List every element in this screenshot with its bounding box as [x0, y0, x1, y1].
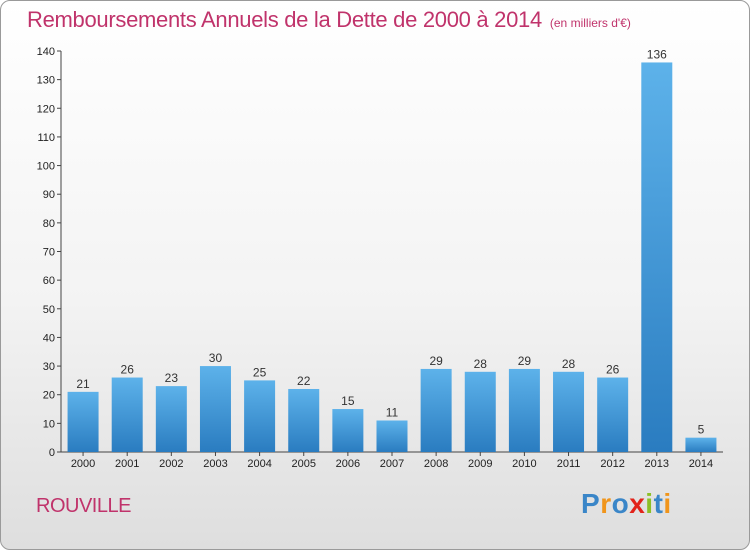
x-tick-label: 2013	[645, 458, 669, 470]
y-tick-label: 0	[49, 447, 55, 459]
y-tick-label: 60	[43, 275, 55, 287]
y-tick-label: 120	[37, 103, 55, 115]
bar-value-label: 26	[121, 363, 135, 377]
chart-unit: (en milliers d'€)	[549, 16, 631, 30]
y-tick-label: 130	[37, 75, 55, 87]
y-tick-label: 140	[37, 46, 55, 58]
y-tick-label: 50	[43, 304, 55, 316]
bar	[199, 366, 231, 452]
bar	[155, 386, 187, 452]
x-tick-label: 2002	[159, 458, 183, 470]
x-tick-label: 2003	[203, 458, 227, 470]
logo-letter: i	[645, 488, 654, 519]
y-tick-label: 70	[43, 247, 55, 259]
y-tick-label: 20	[43, 390, 55, 402]
bar-value-label: 26	[606, 363, 620, 377]
bar-value-label: 136	[647, 47, 667, 61]
bar-value-label: 25	[253, 365, 267, 379]
x-tick-label: 2006	[336, 458, 360, 470]
bar	[111, 377, 143, 452]
x-tick-label: 2014	[689, 458, 713, 470]
bar	[685, 437, 717, 452]
bar-value-label: 15	[341, 394, 355, 408]
bar	[67, 391, 99, 452]
x-tick-label: 2009	[468, 458, 492, 470]
x-tick-label: 2012	[600, 458, 624, 470]
chart-title: Remboursements Annuels de la Dette de 20…	[27, 7, 631, 33]
x-tick-label: 2005	[291, 458, 315, 470]
y-tick-label: 10	[43, 418, 55, 430]
bar-value-label: 23	[165, 371, 179, 385]
logo-letter: x	[629, 488, 646, 519]
bar	[508, 368, 540, 452]
bar-value-label: 30	[209, 351, 223, 365]
x-tick-label: 2008	[424, 458, 448, 470]
bar	[641, 62, 673, 452]
bar	[553, 371, 585, 452]
chart-bars: 21 26 23 30 25 22 15 11 29 28 29 28 26 136 5	[67, 47, 717, 452]
y-tick-label: 90	[43, 189, 55, 201]
bar-value-label: 29	[429, 354, 443, 368]
bar	[376, 420, 408, 452]
y-tick-label: 110	[37, 132, 55, 144]
proxiti-logo[interactable]: Proxiti	[581, 488, 672, 520]
bar	[597, 377, 629, 452]
bar	[332, 409, 364, 452]
bar	[288, 388, 320, 452]
logo-letter: r	[600, 488, 612, 519]
x-tick-label: 2000	[71, 458, 95, 470]
bar-value-label: 21	[76, 377, 90, 391]
logo-letter: o	[611, 488, 630, 519]
bar	[244, 380, 276, 452]
bar	[420, 368, 452, 452]
y-tick-label: 80	[43, 218, 55, 230]
chart-axes: 0 10 20 30 40 50 60 70 80 90 100 110 120 130 140 2000 20…	[37, 46, 723, 470]
chart-title-text: Remboursements Annuels de la Dette de 20…	[27, 7, 542, 32]
y-tick-label: 100	[37, 161, 55, 173]
bar-value-label: 28	[474, 357, 488, 371]
bar-value-label: 5	[698, 423, 705, 437]
x-tick-label: 2007	[380, 458, 404, 470]
bar	[464, 371, 496, 452]
logo-letter: t	[653, 488, 664, 519]
x-tick-label: 2001	[115, 458, 139, 470]
bar-value-label: 28	[562, 357, 576, 371]
y-tick-label: 30	[43, 361, 55, 373]
bar-value-label: 11	[386, 405, 399, 419]
logo-letter: i	[663, 488, 672, 519]
bar-value-label: 22	[297, 374, 311, 388]
x-tick-label: 2004	[247, 458, 271, 470]
logo-letter: P	[581, 488, 601, 519]
bar-value-label: 29	[518, 354, 532, 368]
x-tick-label: 2011	[557, 458, 581, 470]
y-tick-label: 40	[43, 332, 55, 344]
x-tick-label: 2010	[512, 458, 536, 470]
commune-name: ROUVILLE	[36, 495, 131, 517]
